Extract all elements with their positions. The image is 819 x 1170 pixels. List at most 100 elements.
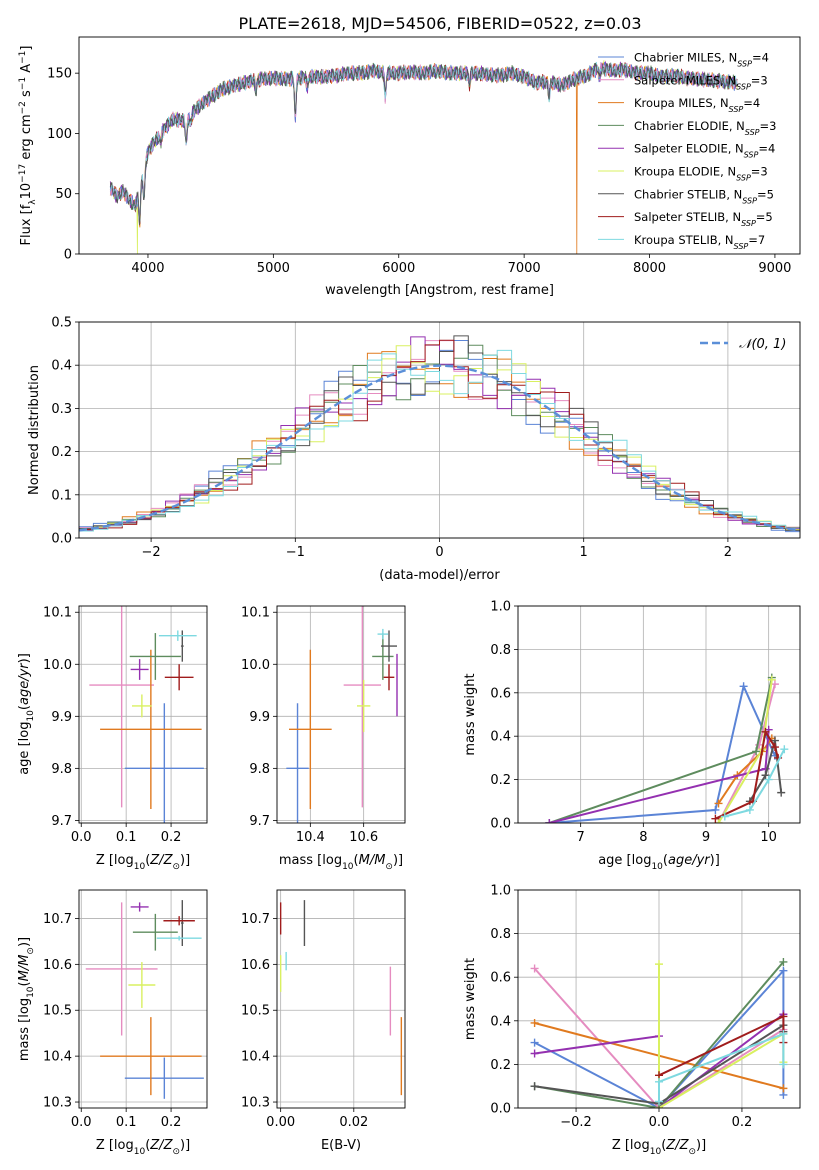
y-tick-label: 0.6 <box>490 686 511 701</box>
x-tick-label: 0.2 <box>161 830 182 845</box>
plot-area <box>109 60 738 254</box>
x-tick-label: 7000 <box>508 261 541 276</box>
y-tick-label: 9.9 <box>51 710 72 725</box>
x-tick-label: 10.4 <box>296 830 325 845</box>
x-tick-label: 0.2 <box>161 1115 182 1130</box>
y-tick-label: 0.4 <box>51 359 72 374</box>
weight-marker <box>752 747 761 756</box>
x-tick-label: −0.2 <box>560 1115 592 1130</box>
axes-frame <box>517 605 801 824</box>
y-tick-label: 9.7 <box>249 814 270 829</box>
weight-marker <box>761 727 770 736</box>
y-tick-label: 9.8 <box>249 762 270 777</box>
y-tick-label: 10.1 <box>43 606 72 621</box>
x-axis-label: mass [log10(M/M⊙)] <box>279 853 403 872</box>
panel-residuals: −2 −1 0 1 2 0.0 0.1 0.2 0.3 0.4 0.5 (data-model)/er… <box>27 316 801 583</box>
x-tick-label: 4000 <box>131 261 164 276</box>
weight-marker <box>770 680 779 689</box>
y-tick-label: 0.2 <box>490 773 511 788</box>
y-axis-label: age [log10(age/yr)] <box>17 653 36 775</box>
x-tick-label: 6000 <box>382 261 415 276</box>
legend-label: Kroupa STELIB, NSSP=7 <box>634 233 765 251</box>
panel-spectrum: 4000 5000 6000 7000 8000 9000 0 50 100 150 wavelen… <box>18 36 801 298</box>
plot-area <box>79 335 800 534</box>
y-tick-label: 10.6 <box>241 958 270 973</box>
axis-ticks: −0.2 0.0 0.2 0.0 0.2 0.4 0.6 0.8 1.0 <box>490 884 752 1131</box>
legend-label: Salpeter ELODIE, NSSP=4 <box>634 142 775 160</box>
y-tick-label: 0.6 <box>490 971 511 986</box>
weight-marker <box>779 1084 788 1093</box>
x-axis-label: age [log10(age/yr)] <box>598 853 720 872</box>
weight-marker <box>770 743 779 752</box>
x-tick-label: 5000 <box>257 261 290 276</box>
plot-area <box>89 606 204 823</box>
axes-frame <box>276 605 406 824</box>
weight-marker <box>764 775 773 784</box>
axes-frame <box>78 36 801 255</box>
weight-marker <box>530 1049 539 1058</box>
weight-marker <box>777 788 786 797</box>
y-tick-label: 9.8 <box>51 762 72 777</box>
x-tick-label: 0.2 <box>732 1115 753 1130</box>
weight-marker <box>779 957 788 966</box>
x-axis-label: Z [log10(Z/Z⊙)] <box>96 853 190 872</box>
x-tick-label: 0.00 <box>266 1115 295 1130</box>
y-tick-label: 150 <box>47 67 72 82</box>
x-tick-label: 8 <box>639 830 647 845</box>
gaussian-curve <box>79 364 798 532</box>
weight-line <box>549 683 776 823</box>
x-tick-label: 0.0 <box>71 830 92 845</box>
weight-marker <box>779 1029 788 1038</box>
y-axis-label: mass [log10(M/M⊙)] <box>17 937 36 1061</box>
x-tick-label: 0.02 <box>339 1115 368 1130</box>
series-line <box>109 62 738 226</box>
axes-frame <box>78 605 208 824</box>
y-tick-label: 0.5 <box>51 316 72 331</box>
x-tick-label: 1 <box>580 545 588 560</box>
x-tick-label: 0.1 <box>116 830 137 845</box>
y-tick-label: 10.0 <box>241 658 270 673</box>
axes-frame <box>517 889 801 1109</box>
weight-marker <box>530 1038 539 1047</box>
weight-marker <box>779 1012 788 1021</box>
axis-ticks: 4000 5000 6000 7000 8000 9000 0 50 100 150 <box>47 67 791 276</box>
weight-marker <box>720 812 729 821</box>
x-tick-label: −1 <box>286 545 305 560</box>
weight-line <box>724 748 786 818</box>
legend-label: 𝒩(0, 1) <box>739 337 786 352</box>
weight-line <box>534 961 785 1108</box>
legend-label: Kroupa ELODIE, NSSP=3 <box>634 165 768 183</box>
weight-line <box>533 967 784 1108</box>
y-tick-label: 0.0 <box>51 532 72 547</box>
x-tick-label: 0.0 <box>71 1115 92 1130</box>
weight-marker <box>767 675 776 684</box>
legend-label: Chabrier ELODIE, NSSP=3 <box>634 119 776 137</box>
x-tick-label: 7 <box>577 830 585 845</box>
plot-area <box>85 900 204 1099</box>
weight-marker <box>761 771 770 780</box>
legend-label: Salpeter MILES, NSSP=3 <box>634 73 768 91</box>
y-tick-label: 1.0 <box>490 600 511 615</box>
axes-frame <box>78 889 208 1109</box>
weight-marker <box>779 966 788 975</box>
weight-line <box>658 1032 785 1102</box>
y-tick-label: 0.0 <box>490 1102 511 1117</box>
y-tick-label: 10.4 <box>241 1050 270 1065</box>
weight-marker <box>711 805 720 814</box>
weight-marker <box>545 819 554 823</box>
y-tick-label: 9.9 <box>249 710 270 725</box>
y-tick-label: 0.0 <box>490 817 511 832</box>
y-tick-label: 0.3 <box>51 402 72 417</box>
y-tick-label: 10.1 <box>241 606 270 621</box>
plot-area <box>279 900 403 1096</box>
axes-frame <box>276 889 406 1109</box>
plot-area <box>545 673 789 823</box>
y-tick-label: 10.5 <box>43 1004 72 1019</box>
weight-marker <box>530 964 539 973</box>
x-tick-label: 0 <box>435 545 443 560</box>
x-tick-label: 8000 <box>633 261 666 276</box>
legend-label: Salpeter STELIB, NSSP=5 <box>634 210 773 228</box>
axes-frame <box>78 321 801 539</box>
y-tick-label: 10.7 <box>43 912 72 927</box>
